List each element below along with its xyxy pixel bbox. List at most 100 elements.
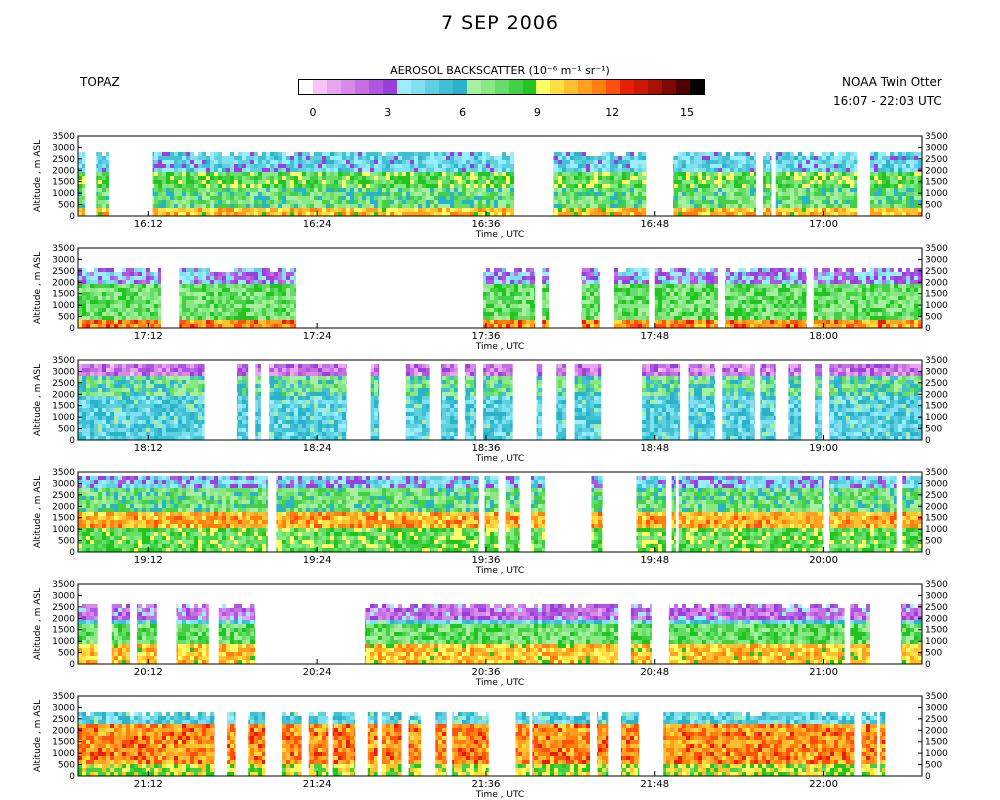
heatmap-cell — [306, 164, 310, 168]
heatmap-cell — [442, 196, 446, 200]
heatmap-cell — [346, 156, 350, 160]
heatmap-cell — [578, 188, 582, 192]
heatmap-cell — [306, 152, 310, 156]
heatmap-cell — [270, 204, 274, 208]
heatmap-cell — [102, 288, 106, 292]
heatmap-cell — [414, 188, 418, 192]
heatmap-cell — [242, 180, 246, 184]
heatmap-cell — [150, 308, 154, 312]
heatmap-cell — [194, 192, 198, 196]
heatmap-cell — [558, 196, 562, 200]
heatmap-cell — [290, 292, 294, 296]
heatmap-cell — [402, 176, 406, 180]
heatmap-cell — [426, 176, 430, 180]
heatmap-cell — [574, 168, 578, 172]
heatmap-cell — [750, 208, 754, 212]
heatmap-cell — [430, 188, 434, 192]
heatmap-cell — [162, 172, 166, 176]
heatmap-cell — [418, 192, 422, 196]
heatmap-cell — [630, 184, 634, 188]
heatmap-cell — [466, 200, 470, 204]
heatmap-cell — [826, 188, 830, 192]
heatmap-cell — [114, 272, 118, 276]
heatmap-cell — [478, 200, 482, 204]
heatmap-cell — [594, 200, 598, 204]
heatmap-cell — [682, 192, 686, 196]
heatmap-cell — [622, 168, 626, 172]
heatmap-cell — [710, 208, 714, 212]
heatmap-cell — [354, 160, 358, 164]
heatmap-cell — [230, 152, 234, 156]
heatmap-cell — [690, 188, 694, 192]
heatmap-cell — [242, 200, 246, 204]
heatmap-cell — [282, 284, 286, 288]
heatmap-cell — [598, 208, 602, 212]
heatmap-cell — [254, 184, 258, 188]
heatmap-cell — [622, 184, 626, 188]
heatmap-cell — [838, 168, 842, 172]
heatmap-cell — [178, 168, 182, 172]
heatmap-cell — [158, 308, 162, 312]
heatmap-cell — [842, 208, 846, 212]
heatmap-cell — [314, 188, 318, 192]
heatmap-cell — [478, 164, 482, 168]
heatmap-cell — [290, 204, 294, 208]
heatmap-cell — [78, 300, 82, 304]
heatmap-cell — [490, 304, 494, 308]
heatmap-cell — [342, 212, 346, 216]
heatmap-cell — [406, 152, 410, 156]
heatmap-cell — [278, 288, 282, 292]
heatmap-cell — [158, 320, 162, 324]
heatmap-cell — [214, 276, 218, 280]
heatmap-cell — [390, 208, 394, 212]
heatmap-cell — [474, 188, 478, 192]
heatmap-cell — [186, 312, 190, 316]
heatmap-cell — [178, 280, 182, 284]
heatmap-cell — [330, 196, 334, 200]
heatmap-cell — [830, 156, 834, 160]
heatmap-cell — [446, 164, 450, 168]
heatmap-cell — [142, 272, 146, 276]
heatmap-cell — [766, 208, 770, 212]
heatmap-cell — [766, 188, 770, 192]
heatmap-cell — [166, 160, 170, 164]
heatmap-cell — [554, 152, 558, 156]
heatmap-cell — [738, 212, 742, 216]
heatmap-cell — [806, 200, 810, 204]
heatmap-cell — [138, 296, 142, 300]
heatmap-cell — [294, 172, 298, 176]
heatmap-cell — [446, 176, 450, 180]
heatmap-cell — [682, 208, 686, 212]
heatmap-cell — [754, 176, 758, 180]
heatmap-cell — [594, 188, 598, 192]
heatmap-cell — [414, 192, 418, 196]
heatmap-cell — [138, 324, 142, 328]
heatmap-cell — [394, 192, 398, 196]
heatmap-cell — [362, 172, 366, 176]
heatmap-cell — [238, 296, 242, 300]
heatmap-cell — [170, 208, 174, 212]
heatmap-cell — [830, 180, 834, 184]
heatmap-cell — [290, 296, 294, 300]
heatmap-cell — [882, 208, 886, 212]
heatmap-cell — [638, 204, 642, 208]
heatmap-cell — [702, 172, 706, 176]
heatmap-cell — [190, 316, 194, 320]
heatmap-cell — [574, 208, 578, 212]
heatmap-cell — [338, 172, 342, 176]
heatmap-cell — [438, 168, 442, 172]
heatmap-cell — [102, 308, 106, 312]
heatmap-cell — [86, 324, 90, 328]
heatmap-cell — [338, 168, 342, 172]
heatmap-cell — [150, 292, 154, 296]
heatmap-cell — [158, 284, 162, 288]
heatmap-cell — [882, 184, 886, 188]
colorbar-tick-label: 6 — [459, 106, 466, 119]
heatmap-cell — [690, 192, 694, 196]
heatmap-cell — [478, 196, 482, 200]
heatmap-cell — [170, 192, 174, 196]
heatmap-cell — [254, 268, 258, 272]
heatmap-cell — [570, 188, 574, 192]
heatmap-cell — [494, 188, 498, 192]
heatmap-cell — [470, 184, 474, 188]
